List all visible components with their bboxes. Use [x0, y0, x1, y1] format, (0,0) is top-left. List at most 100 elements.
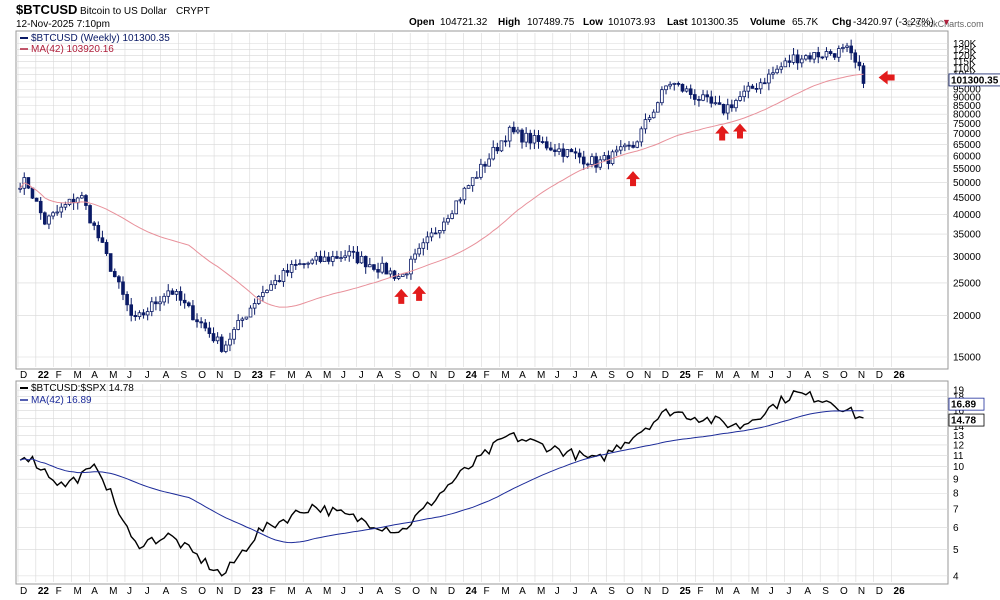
candle-body [248, 307, 253, 318]
legend-price: $BTCUSD (Weekly) 101300.35 [31, 33, 170, 44]
candle-body [742, 90, 746, 98]
top-grid [16, 33, 948, 367]
bottom-y-tick-label: 13 [953, 431, 965, 442]
candle-body [684, 88, 689, 92]
bottom-x-tick-label: D [234, 586, 241, 597]
top-y-tick-label: 25000 [953, 278, 981, 289]
top-x-tick-label: M [501, 370, 509, 381]
top-x-tick-label: N [216, 370, 223, 381]
candle-body [775, 68, 779, 74]
candle-body [787, 60, 792, 63]
up-arrow-icon [412, 285, 427, 301]
candle-body [857, 61, 862, 67]
bottom-panel-frame [15, 380, 949, 585]
candle-body [717, 102, 722, 105]
top-x-tick-label: D [20, 370, 27, 381]
candle-body [771, 72, 775, 75]
bottom-y-tick-label: 7 [953, 505, 959, 516]
candle-body [832, 53, 837, 58]
top-last-value-label-box [948, 73, 1000, 87]
bottom-x-tick-label: A [519, 586, 526, 597]
bottom-x-tick-label: A [804, 586, 811, 597]
top-y-tick-label: 55000 [953, 164, 981, 175]
candle-body [195, 319, 199, 323]
candle-body [688, 88, 693, 95]
candle-body [34, 197, 39, 202]
chg-down-icon: ▼ [942, 17, 951, 27]
candle-body [170, 290, 175, 295]
candle-body [725, 104, 730, 114]
ratio-line [19, 390, 864, 577]
ma42-top-line [19, 73, 864, 308]
up-arrow-icon [732, 123, 747, 139]
top-x-tick-label: S [822, 370, 829, 381]
bottom-x-tick-label: J [573, 586, 578, 597]
top-x-tick-label: J [787, 370, 792, 381]
candle-body [285, 270, 290, 273]
top-x-tick-label: A [377, 370, 384, 381]
candle-body [133, 315, 138, 318]
top-y-tick-label: 60000 [953, 151, 981, 162]
bottom-y-tick-label: 14 [953, 422, 965, 433]
candle-body [495, 146, 500, 152]
candle-body [413, 253, 417, 260]
candle-body [240, 318, 245, 321]
candle-body [837, 48, 841, 58]
ma42-bottom-line [19, 410, 864, 544]
candle-body [483, 163, 487, 167]
bottom-x-tick-label: 26 [894, 586, 906, 597]
candle-body [355, 251, 360, 264]
top-x-tick-label: A [590, 370, 597, 381]
candle-body [306, 262, 310, 265]
top-y-tick-label: 70000 [953, 129, 981, 140]
top-x-tick-label: S [394, 370, 401, 381]
candle-body [236, 319, 240, 330]
candle-body [565, 149, 570, 157]
candle-body [343, 255, 347, 259]
candle-body [162, 295, 166, 303]
candle-body [400, 273, 405, 277]
bottom-y-tick-label: 10 [953, 462, 965, 473]
top-x-tick-label: M [287, 370, 295, 381]
bottom-grid [16, 384, 948, 582]
top-x-tick-label: 24 [466, 370, 478, 381]
top-y-tick-label: 30000 [953, 252, 981, 263]
candle-body [442, 221, 446, 231]
candle-body [602, 155, 607, 161]
candle-body [191, 305, 195, 321]
top-x-tick-label: F [56, 370, 62, 381]
candle-body [643, 119, 648, 130]
top-x-tick-label: D [448, 370, 455, 381]
bottom-y-tick-label: 11 [953, 451, 964, 462]
bottom-x-tick-label: A [733, 586, 740, 597]
bottom-x-tick-label: M [501, 586, 509, 597]
top-x-tick-label: 22 [38, 370, 50, 381]
bottom-x-tick-label: 23 [252, 586, 264, 597]
candle-body [409, 258, 413, 275]
candle-body [709, 96, 714, 104]
candle-body [174, 291, 179, 295]
bottom-y-tick-label: 9 [953, 475, 959, 486]
candle-body [627, 144, 631, 147]
candle-body [639, 128, 644, 143]
candle-body [281, 270, 286, 282]
bottom-ma-value-label: 16.89 [951, 400, 976, 411]
candle-body [479, 163, 483, 178]
up-arrow-icon [626, 171, 641, 187]
low-value: 101073.93 [608, 17, 656, 28]
candle-body [651, 111, 656, 119]
top-x-axis: D 22 F M A M J J A S O N D 23 F M A M J J A S O N D 24 F M A M J J A S O N D… [20, 370, 905, 381]
legend-ma-bottom: MA(42) 16.89 [31, 395, 92, 406]
candle-body [125, 294, 129, 306]
candle-body [532, 135, 537, 144]
candle-body [59, 206, 64, 213]
candle-body [145, 311, 150, 316]
top-y-tick-label: 115K [953, 57, 976, 68]
candle-body [487, 158, 491, 167]
top-y-tick-label: 110K [953, 63, 976, 74]
candle-body [310, 259, 315, 264]
candle-body [660, 89, 664, 104]
candle-body [392, 270, 397, 279]
candle-body [516, 129, 520, 133]
candle-body [84, 195, 88, 206]
